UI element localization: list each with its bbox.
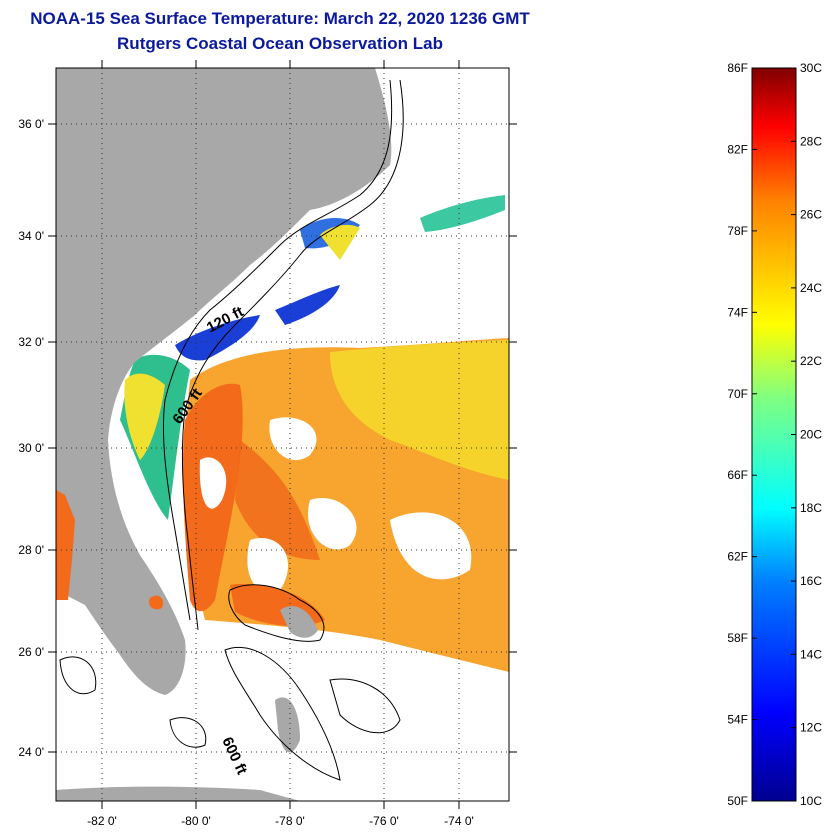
map-plot-area: 120 ft 600 ft 600 ft [56, 68, 509, 801]
lat-label-28: 28 0' [18, 543, 44, 557]
colorbar-c-label: 20C [800, 428, 822, 442]
colorbar-f-label: 66F [727, 468, 748, 482]
colorbar-c-label: 30C [800, 61, 822, 75]
lon-label-78: -78 0' [275, 814, 305, 828]
colorbar-c-label: 28C [800, 134, 822, 148]
colorbar [751, 67, 797, 802]
colorbar-f-label: 50F [727, 794, 748, 808]
colorbar-c-label: 26C [800, 208, 822, 222]
lon-label-82: -82 0' [87, 814, 117, 828]
colorbar-c-label: 16C [800, 574, 822, 588]
colorbar-f-label: 70F [727, 387, 748, 401]
lat-label-24: 24 0' [18, 745, 44, 759]
latitude-labels: 36 0' 34 0' 32 0' 30 0' 28 0' 26 0' 24 0… [18, 117, 44, 759]
sst-yellow-region [330, 340, 509, 480]
colorbar-fahrenheit-labels: 86F 82F 78F 74F 70F 66F 62F 58F 54F 50F [727, 61, 748, 808]
land-mass [56, 68, 392, 695]
colorbar-c-label: 18C [800, 501, 822, 515]
lat-label-32: 32 0' [18, 335, 44, 349]
colorbar-c-label: 10C [800, 794, 822, 808]
colorbar-celsius-labels: 30C 28C 26C 24C 22C 20C 18C 16C 14C 12C 10C [800, 61, 822, 808]
colorbar-c-label: 22C [800, 354, 822, 368]
lat-label-30: 30 0' [18, 441, 44, 455]
colorbar-f-label: 74F [727, 305, 748, 319]
lon-label-76: -76 0' [369, 814, 399, 828]
lat-label-36: 36 0' [18, 117, 44, 131]
lon-label-74: -74 0' [444, 814, 474, 828]
colorbar-c-label: 14C [800, 647, 822, 661]
map-title: NOAA-15 Sea Surface Temperature: March 2… [30, 9, 530, 28]
map-subtitle: Rutgers Coastal Ocean Observation Lab [117, 34, 443, 53]
colorbar-ticks [752, 67, 796, 802]
map-frame [55, 67, 510, 802]
frame-ticks [48, 60, 517, 809]
lat-label-26: 26 0' [18, 645, 44, 659]
colorbar-f-label: 62F [727, 550, 748, 564]
colorbar-f-label: 86F [727, 61, 748, 75]
colorbar-f-label: 82F [727, 142, 748, 156]
map-grid [56, 68, 509, 801]
longitude-labels: -82 0' -80 0' -78 0' -76 0' -74 0' [87, 814, 474, 828]
colorbar-f-label: 54F [727, 713, 748, 727]
colorbar-f-label: 78F [727, 224, 748, 238]
lat-label-34: 34 0' [18, 229, 44, 243]
lon-label-80: -80 0' [181, 814, 211, 828]
colorbar-c-label: 12C [800, 721, 822, 735]
colorbar-f-label: 58F [727, 631, 748, 645]
colorbar-c-label: 24C [800, 281, 822, 295]
